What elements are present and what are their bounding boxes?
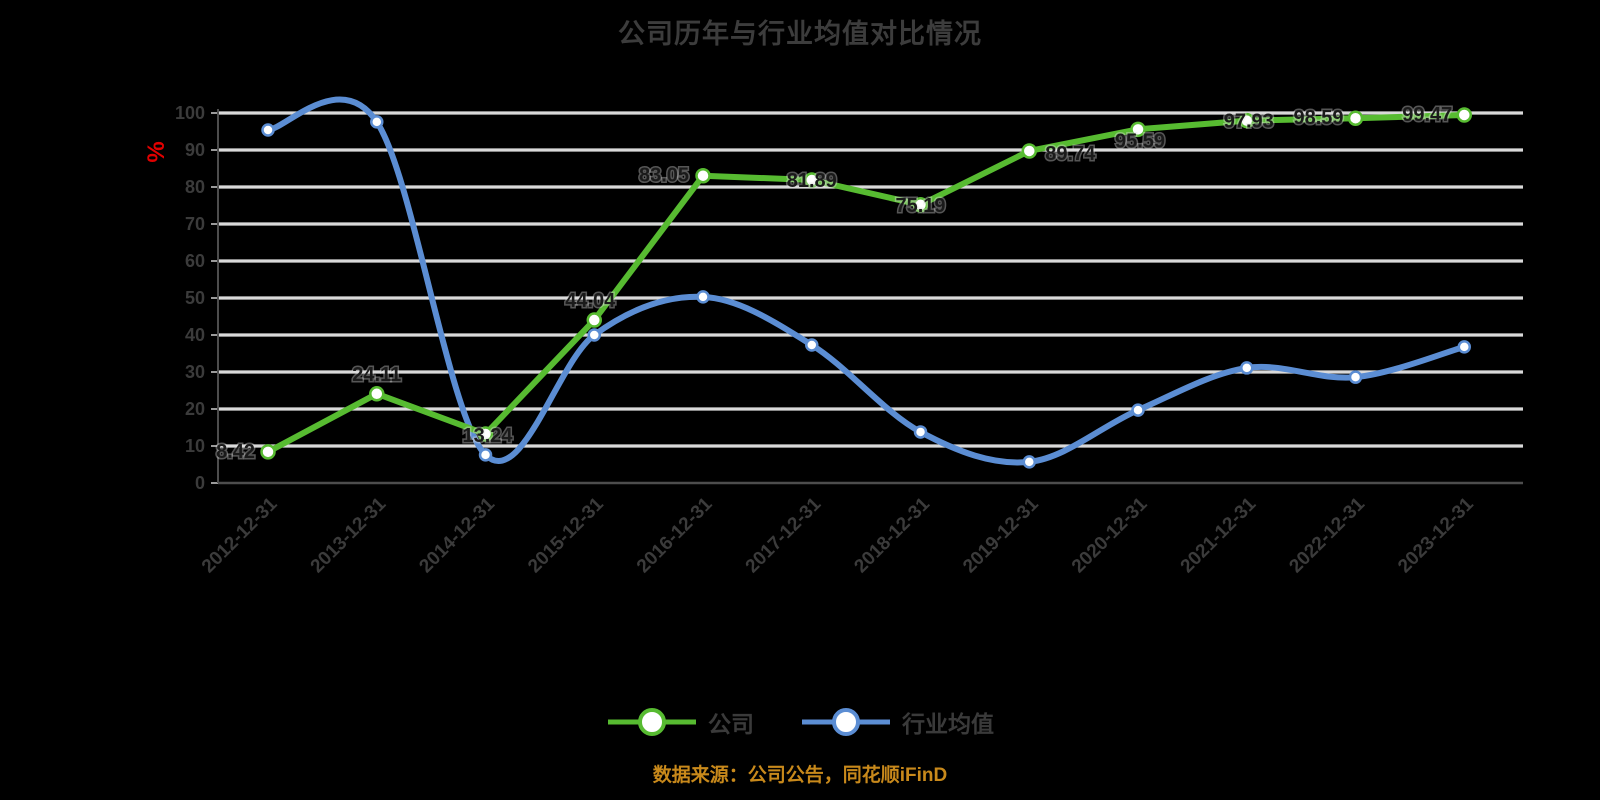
data-label: 83.05	[639, 165, 689, 187]
svg-text:2021-12-31: 2021-12-31	[1177, 493, 1261, 577]
data-label: 24.11	[352, 364, 401, 386]
y-axis-unit: %	[143, 141, 170, 162]
data-label: 81.89	[787, 170, 837, 192]
svg-text:2014-12-31: 2014-12-31	[415, 493, 499, 577]
chart-title: 公司历年与行业均值对比情况	[618, 19, 982, 49]
data-label: 13.24	[462, 425, 513, 447]
svg-text:30: 30	[185, 362, 205, 382]
svg-text:70: 70	[185, 214, 205, 234]
data-label: 99.47	[1402, 104, 1452, 126]
legend-label-industry-avg: 行业均值	[902, 711, 994, 737]
svg-text:2019-12-31: 2019-12-31	[959, 493, 1043, 577]
svg-text:0: 0	[195, 473, 205, 493]
legend: 公司 行业均值	[0, 698, 1600, 746]
svg-text:100: 100	[175, 103, 205, 123]
svg-text:50: 50	[185, 288, 205, 308]
data-label: 95.59	[1115, 130, 1165, 152]
svg-text:90: 90	[185, 140, 205, 160]
svg-text:2016-12-31: 2016-12-31	[633, 493, 717, 577]
line-marker-icon	[802, 708, 890, 736]
data-source-note: 数据来源：公司公告，同花顺iFinD	[652, 765, 948, 786]
svg-text:40: 40	[185, 325, 205, 345]
svg-text:2012-12-31: 2012-12-31	[198, 493, 282, 577]
line-marker-icon	[608, 708, 696, 736]
svg-text:2022-12-31: 2022-12-31	[1285, 493, 1369, 577]
data-label: 97.93	[1224, 111, 1274, 133]
data-label: 98.59	[1293, 107, 1343, 129]
legend-item-industry-avg[interactable]: 行业均值	[800, 705, 994, 739]
svg-text:2023-12-31: 2023-12-31	[1394, 493, 1478, 577]
svg-text:20: 20	[185, 399, 205, 419]
svg-text:80: 80	[185, 177, 205, 197]
data-label: 8.42	[216, 441, 255, 463]
data-label: 89.74	[1045, 143, 1096, 165]
legend-item-company[interactable]: 公司	[606, 705, 754, 739]
legend-label-company: 公司	[708, 711, 754, 737]
svg-text:2017-12-31: 2017-12-31	[742, 493, 826, 577]
svg-text:2018-12-31: 2018-12-31	[850, 493, 934, 577]
svg-text:2013-12-31: 2013-12-31	[307, 493, 391, 577]
svg-text:2020-12-31: 2020-12-31	[1068, 493, 1152, 577]
data-label: 75.19	[895, 195, 945, 217]
data-label: 44.04	[565, 290, 616, 312]
svg-text:10: 10	[185, 436, 205, 456]
svg-text:2015-12-31: 2015-12-31	[524, 493, 608, 577]
svg-text:60: 60	[185, 251, 205, 271]
